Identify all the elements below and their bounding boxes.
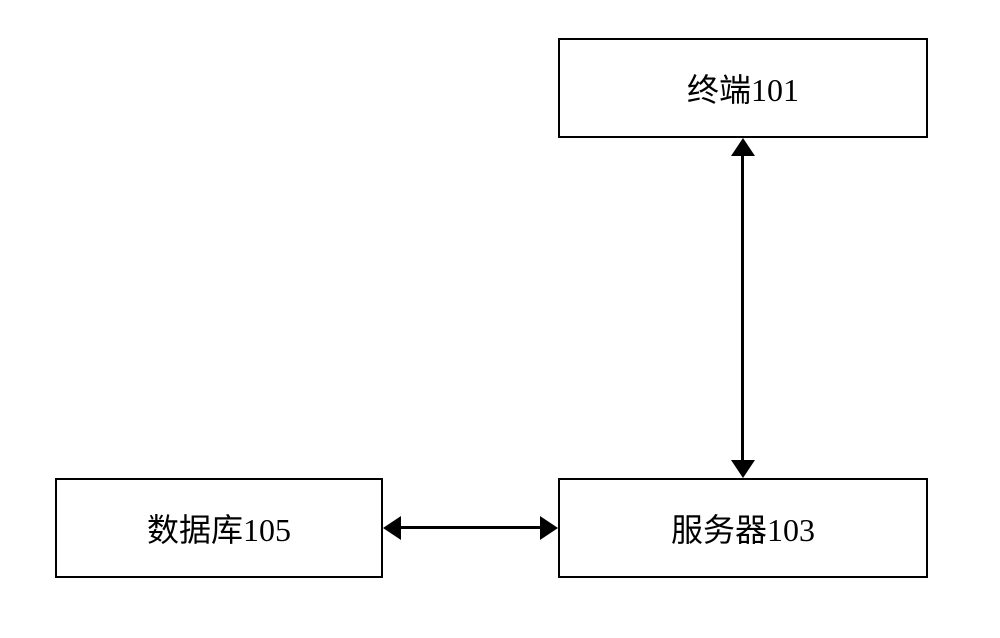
node-terminal: 终端101: [558, 38, 928, 138]
edge-database-server-arrow-left: [383, 516, 401, 540]
edge-database-server-line: [395, 526, 546, 529]
node-terminal-label: 终端101: [687, 65, 799, 111]
edge-terminal-server-line: [741, 150, 744, 466]
edge-terminal-server-arrow-up: [731, 138, 755, 156]
node-server: 服务器103: [558, 478, 928, 578]
node-database-label: 数据库105: [147, 505, 291, 551]
edge-terminal-server-arrow-down: [731, 460, 755, 478]
node-database: 数据库105: [55, 478, 383, 578]
edge-database-server-arrow-right: [540, 516, 558, 540]
node-server-label: 服务器103: [671, 505, 815, 551]
